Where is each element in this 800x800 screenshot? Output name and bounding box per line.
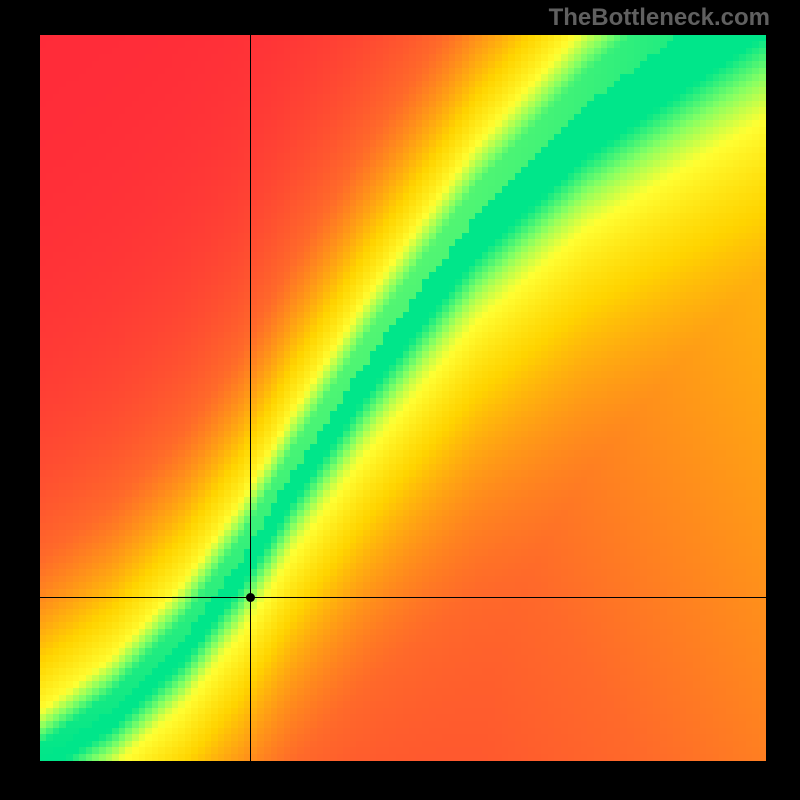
crosshair-horizontal — [40, 597, 766, 598]
watermark-text: TheBottleneck.com — [549, 4, 770, 32]
crosshair-vertical — [250, 35, 251, 761]
bottleneck-heatmap — [40, 35, 766, 761]
